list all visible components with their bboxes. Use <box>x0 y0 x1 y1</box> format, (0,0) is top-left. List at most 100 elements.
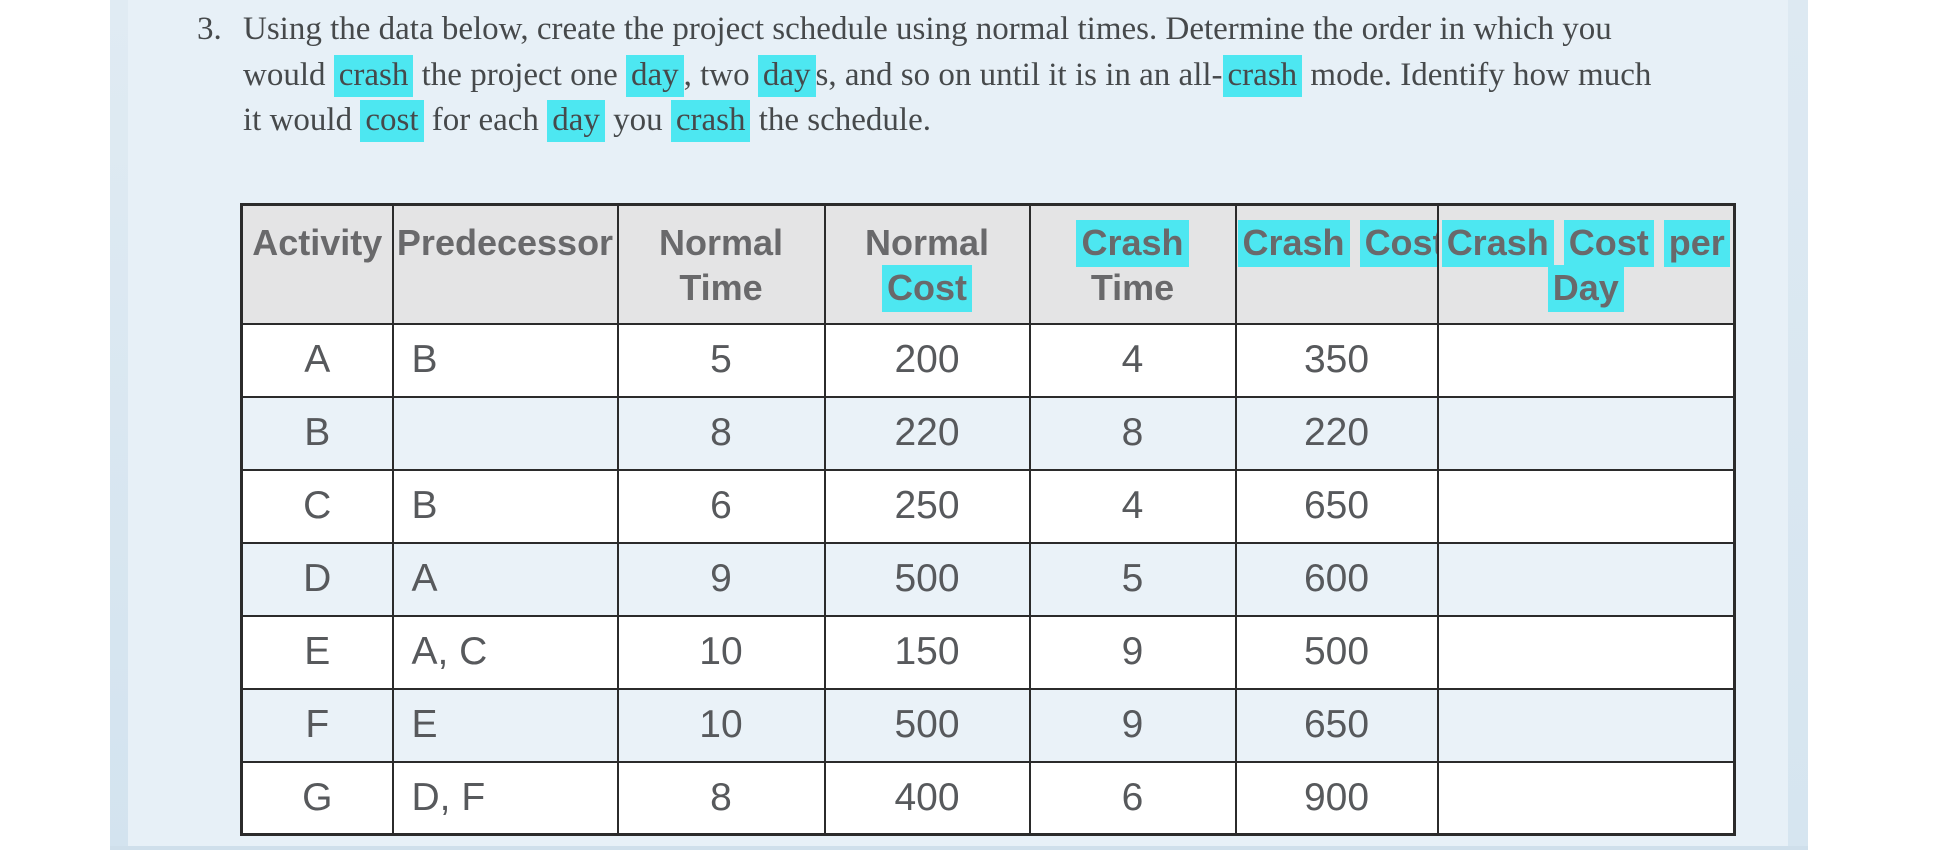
cell-normal-cost: 220 <box>823 395 1031 471</box>
cell-normal-cost: 500 <box>823 687 1031 763</box>
cell-activity: C <box>240 468 394 544</box>
cell-normal-time: 6 <box>616 468 826 544</box>
highlight-mark: Day <box>1547 265 1624 312</box>
cell-crash-time: 6 <box>1028 760 1237 836</box>
question-text: 3. Using the data below, create the proje… <box>197 7 1797 144</box>
highlight-mark: crash <box>1222 54 1303 97</box>
cell-crash-cost-per-day <box>1436 760 1736 836</box>
table-body: A B 5 200 4 350 B 8 220 8 220 C B 6 250 4 650 D A 9 500 5 600 E… <box>240 322 1736 836</box>
cell-activity: E <box>240 614 394 690</box>
cell-crash-cost-per-day <box>1436 687 1736 763</box>
cell-normal-time: 8 <box>616 760 826 836</box>
highlight-mark: Crash <box>1441 220 1554 267</box>
highlight-mark: crash <box>670 100 751 142</box>
header-line: Cost <box>827 265 1028 312</box>
header-line: Crash Cost per <box>1440 220 1733 267</box>
cell-normal-time: 10 <box>616 614 826 690</box>
cell-crash-time: 9 <box>1028 687 1237 763</box>
highlight-mark: day <box>625 54 684 97</box>
table-row-e: E A, C 10 150 9 500 <box>240 614 1736 690</box>
header-line: Predecessor <box>396 222 614 263</box>
table-row-d: D A 9 500 5 600 <box>240 541 1736 617</box>
cell-crash-cost: 500 <box>1234 614 1439 690</box>
cell-predecessor: E <box>391 687 619 763</box>
cell-crash-time: 9 <box>1028 614 1237 690</box>
cell-activity: B <box>240 395 394 471</box>
cell-normal-cost: 500 <box>823 541 1031 617</box>
page-left-edge <box>110 0 128 850</box>
page-bottom-strip <box>110 846 1808 850</box>
table-header: Activity Predecessor Normal Time Normal Cost C… <box>240 203 1736 325</box>
cell-crash-cost: 600 <box>1234 541 1439 617</box>
header-line: Crash <box>1032 220 1234 267</box>
cell-crash-time: 8 <box>1028 395 1237 471</box>
cell-crash-cost-per-day <box>1436 614 1736 690</box>
col-header-normal-time: Normal Time <box>616 203 826 325</box>
header-line: Time <box>679 267 763 308</box>
cell-crash-cost-per-day <box>1436 395 1736 471</box>
cell-crash-cost-per-day <box>1436 322 1736 398</box>
header-line: Day <box>1440 265 1733 312</box>
col-header-crash-cost: Crash Cost <box>1234 203 1439 325</box>
cell-crash-time: 5 <box>1028 541 1237 617</box>
cell-crash-cost: 900 <box>1234 760 1439 836</box>
question-line: it would cost for each day you crash the… <box>197 98 1797 144</box>
cell-normal-cost: 200 <box>823 322 1031 398</box>
cell-crash-cost-per-day <box>1436 468 1736 544</box>
cell-activity: G <box>240 760 394 836</box>
cell-crash-cost: 650 <box>1234 468 1439 544</box>
highlight-mark: Crash <box>1076 220 1189 267</box>
cell-predecessor <box>391 395 619 471</box>
highlight-mark: crash <box>333 54 414 97</box>
cell-predecessor: B <box>391 468 619 544</box>
cell-predecessor: A <box>391 541 619 617</box>
cell-crash-time: 4 <box>1028 468 1237 544</box>
col-header-predecessor: Predecessor <box>391 203 619 325</box>
cell-predecessor: A, C <box>391 614 619 690</box>
cell-normal-time: 9 <box>616 541 826 617</box>
cell-crash-cost: 350 <box>1234 322 1439 398</box>
cell-normal-cost: 400 <box>823 760 1031 836</box>
table-row-f: F E 10 500 9 650 <box>240 687 1736 763</box>
cell-predecessor: D, F <box>391 760 619 836</box>
schedule-table: Activity Predecessor Normal Time Normal Cost C… <box>240 203 1736 836</box>
cell-crash-cost: 220 <box>1234 395 1439 471</box>
cell-normal-time: 10 <box>616 687 826 763</box>
question-line: would crash the project one day, two day… <box>197 53 1797 99</box>
page-right-edge <box>1788 0 1808 850</box>
header-line: Crash Cost <box>1237 220 1436 267</box>
highlight-mark: day <box>547 100 605 142</box>
cell-crash-cost: 650 <box>1234 687 1439 763</box>
highlight-mark: Cost <box>1563 220 1654 267</box>
cell-crash-cost-per-day <box>1436 541 1736 617</box>
header-line: Normal <box>864 222 990 263</box>
cell-activity: F <box>240 687 394 763</box>
highlight-mark: per <box>1663 220 1730 267</box>
table-row-b: B 8 220 8 220 <box>240 395 1736 471</box>
highlight-mark: Cost <box>882 265 972 312</box>
highlight-mark: cost <box>360 100 424 142</box>
col-header-crash-time: Crash Time <box>1028 203 1237 325</box>
col-header-normal-cost: Normal Cost <box>823 203 1031 325</box>
header-line: Normal <box>658 222 784 263</box>
col-header-activity: Activity <box>240 203 394 325</box>
header-line: Activity <box>252 222 383 263</box>
cell-normal-time: 8 <box>616 395 826 471</box>
table-row-g: G D, F 8 400 6 900 <box>240 760 1736 836</box>
cell-normal-cost: 250 <box>823 468 1031 544</box>
cell-normal-cost: 150 <box>823 614 1031 690</box>
col-header-crash-cost-per-day: Crash Cost per Day <box>1436 203 1736 325</box>
cell-activity: A <box>240 322 394 398</box>
highlight-mark: Cost <box>1359 220 1436 267</box>
question-line: 3. Using the data below, create the proje… <box>197 7 1797 53</box>
table-row-a: A B 5 200 4 350 <box>240 322 1736 398</box>
cell-activity: D <box>240 541 394 617</box>
question-number: 3. <box>197 11 222 47</box>
highlight-mark: day <box>757 54 816 97</box>
cell-crash-time: 4 <box>1028 322 1237 398</box>
highlight-mark: Crash <box>1237 220 1350 267</box>
table-row-c: C B 6 250 4 650 <box>240 468 1736 544</box>
cell-predecessor: B <box>391 322 619 398</box>
header-line: Time <box>1090 267 1175 308</box>
